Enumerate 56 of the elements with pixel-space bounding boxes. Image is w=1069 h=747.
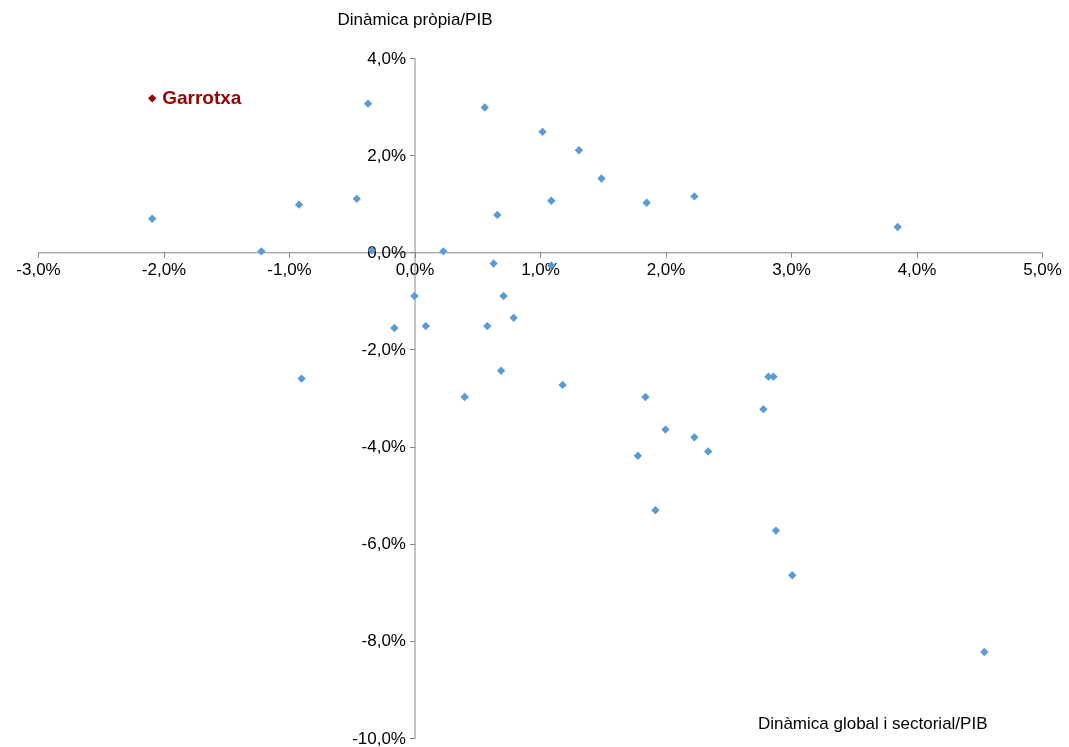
point (257, 247, 266, 256)
x-tick-label: -1,0% (267, 259, 312, 279)
point (410, 291, 419, 301)
point (771, 526, 781, 535)
point (547, 196, 556, 205)
x-tick-label: -3,0% (16, 259, 61, 279)
x-tick-label: 0,0% (395, 259, 435, 279)
point (538, 127, 547, 137)
point (633, 451, 643, 460)
point (509, 313, 518, 323)
y-tick-label: 4,0% (367, 48, 406, 68)
point (574, 146, 584, 155)
point (788, 571, 797, 580)
point (759, 404, 768, 414)
point (352, 194, 361, 204)
x-tick-label: 3,0% (772, 259, 811, 279)
point (297, 374, 306, 383)
point (641, 392, 650, 402)
y-tick-label: 0,0% (367, 242, 406, 262)
point (493, 210, 502, 220)
x-tick-label: 4,0% (897, 259, 937, 279)
x-axis-title: Dinàmica global i sectorial/PIB (757, 713, 988, 733)
point (690, 192, 699, 201)
x-tick-label: 5,0% (1023, 259, 1062, 279)
point (893, 222, 902, 232)
point (489, 259, 498, 268)
y-tick-label: -2,0% (361, 339, 406, 359)
y-tick-label: 2,0% (367, 145, 406, 165)
point (483, 321, 492, 331)
point (651, 506, 660, 515)
point (558, 380, 567, 390)
point (480, 103, 489, 112)
point (661, 425, 670, 434)
y-tick-label: -10,0% (352, 728, 406, 747)
point (148, 94, 157, 103)
point (980, 647, 989, 657)
y-tick-label: -6,0% (361, 534, 406, 554)
point (499, 291, 508, 301)
x-tick-label: -2,0% (141, 259, 187, 279)
series-label: Garrotxa (162, 87, 242, 109)
point (690, 433, 699, 442)
y-tick-label: -4,0% (361, 437, 406, 457)
y-tick-label: -8,0% (361, 631, 406, 651)
point (390, 323, 399, 333)
point (421, 321, 430, 331)
x-tick-label: 2,0% (646, 259, 686, 279)
point (294, 200, 304, 209)
point (460, 392, 469, 402)
point (642, 198, 651, 207)
point (439, 247, 448, 256)
point (148, 214, 157, 223)
y-axis-title: Dinàmica pròpia/PIB (337, 9, 493, 29)
point (496, 366, 506, 375)
point (597, 174, 606, 183)
point (703, 447, 713, 456)
point (363, 99, 373, 108)
